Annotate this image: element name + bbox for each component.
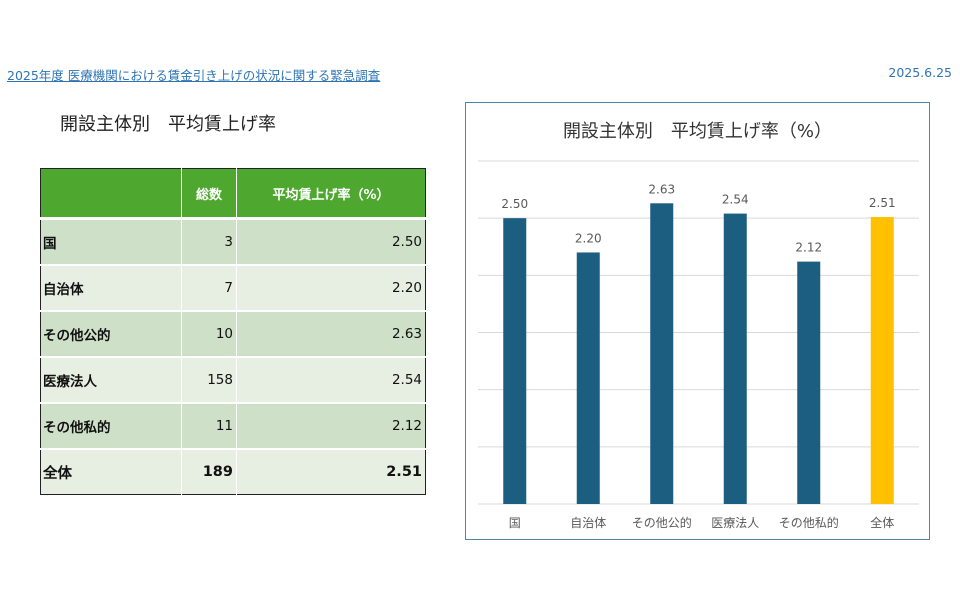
bar-chart: 開設主体別 平均賃上げ率（%） 2.50 国 2.20 自治体 2.63 その他公的 2.5… — [465, 102, 930, 540]
table-row: 自治体 7 2.20 — [40, 264, 426, 311]
rate-table: 総数 平均賃上げ率（%） 国 3 2.50 自治体 7 2.20 その他公的 1… — [40, 168, 426, 495]
row-name: その他公的 — [40, 310, 182, 357]
bar — [870, 217, 894, 505]
x-tick-label: 国 — [509, 516, 521, 530]
data-label: 2.12 — [795, 241, 822, 255]
bar — [503, 218, 527, 504]
data-label: 2.51 — [869, 196, 896, 210]
table-row: 国 3 2.50 — [40, 217, 426, 265]
bar — [576, 252, 600, 504]
row-count: 11 — [181, 402, 237, 449]
row-count: 158 — [181, 356, 237, 403]
report-date: 2025.6.25 — [888, 65, 952, 80]
row-name: 医療法人 — [40, 356, 182, 403]
row-name: 全体 — [40, 448, 182, 495]
section-title: 開設主体別 平均賃上げ率 — [60, 114, 276, 135]
data-label: 2.54 — [722, 193, 749, 207]
row-name: その他私的 — [40, 402, 182, 449]
x-tick-label: 医療法人 — [711, 516, 759, 530]
x-tick-label: その他公的 — [632, 515, 692, 530]
x-tick-label: 全体 — [870, 515, 894, 530]
row-rate: 2.12 — [236, 402, 426, 449]
row-rate: 2.51 — [236, 448, 426, 495]
header-count: 総数 — [181, 168, 237, 220]
x-tick-label: その他私的 — [779, 515, 839, 530]
survey-title-link[interactable]: 2025年度 医療機関における賃金引き上げの状況に関する緊急調査 — [7, 68, 381, 83]
row-count: 10 — [181, 310, 237, 357]
table-row: 医療法人 158 2.54 — [40, 356, 426, 403]
bar — [797, 261, 821, 504]
table-row: その他公的 10 2.63 — [40, 310, 426, 357]
header-rate: 平均賃上げ率（%） — [236, 168, 426, 220]
table-row-total: 全体 189 2.51 — [40, 448, 426, 495]
chart-plot-area: 2.50 国 2.20 自治体 2.63 その他公的 2.54 医療法人 2.12 その他私的 2.… — [478, 160, 919, 530]
data-label: 2.50 — [501, 197, 528, 211]
row-rate: 2.63 — [236, 310, 426, 357]
row-count: 3 — [181, 217, 237, 265]
data-label: 2.20 — [575, 231, 602, 245]
table-header-row: 総数 平均賃上げ率（%） — [40, 168, 426, 220]
row-name: 自治体 — [40, 264, 182, 311]
row-rate: 2.20 — [236, 264, 426, 311]
x-tick-label: 自治体 — [570, 516, 606, 530]
chart-title: 開設主体別 平均賃上げ率（%） — [562, 121, 833, 142]
header-name — [40, 168, 182, 220]
row-count: 7 — [181, 264, 237, 311]
bar — [723, 213, 747, 504]
data-label: 2.63 — [648, 182, 675, 196]
row-name: 国 — [40, 217, 182, 265]
bar — [650, 203, 674, 504]
row-rate: 2.50 — [236, 217, 426, 265]
row-count: 189 — [181, 448, 237, 495]
row-rate: 2.54 — [236, 356, 426, 403]
table-row: その他私的 11 2.12 — [40, 402, 426, 449]
